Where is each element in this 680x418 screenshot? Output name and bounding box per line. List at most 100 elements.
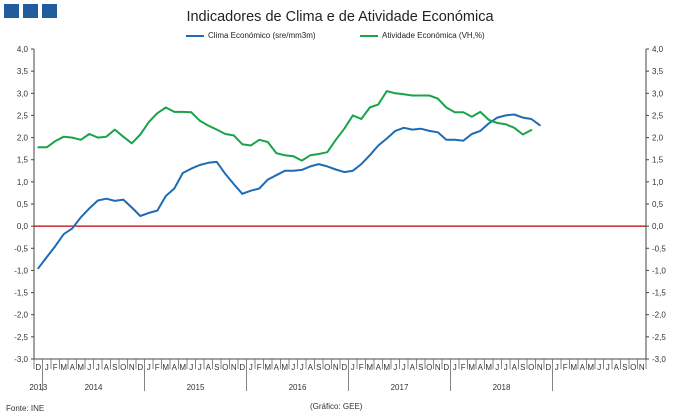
x-month-label: F <box>53 363 58 372</box>
y-tick-label-left: -2,0 <box>14 311 28 320</box>
logo-square-2 <box>23 4 38 18</box>
source-note: Fonte: INE <box>6 404 45 413</box>
x-month-label: A <box>614 363 620 372</box>
legend-label-clima: Clima Económico (sre/mm3m) <box>208 31 316 40</box>
y-tick-label-right: 0,5 <box>652 200 664 209</box>
x-month-label: A <box>206 363 212 372</box>
x-month-label: N <box>129 363 135 372</box>
legend-item-clima: Clima Económico (sre/mm3m) <box>186 31 316 40</box>
x-year-label: 2014 <box>85 383 103 392</box>
x-month-label: N <box>333 363 339 372</box>
y-tick-label-left: -0,5 <box>14 244 28 253</box>
x-year-label: 2017 <box>391 383 409 392</box>
y-tick-label-right: -1,0 <box>652 266 666 275</box>
x-month-label: N <box>537 363 543 372</box>
x-month-label: M <box>179 363 186 372</box>
x-month-label: J <box>402 363 406 372</box>
y-tick-label-right: 2,5 <box>652 111 664 120</box>
x-month-label: M <box>281 363 288 372</box>
x-month-label: A <box>478 363 484 372</box>
x-month-label: J <box>198 363 202 372</box>
x-month-label: S <box>112 363 117 372</box>
y-tick-label-right: 1,0 <box>652 178 664 187</box>
y-tick-label-left: -3,0 <box>14 355 28 364</box>
y-tick-label-right: 1,5 <box>652 156 664 165</box>
x-month-label: N <box>435 363 441 372</box>
x-month-label: S <box>316 363 321 372</box>
x-month-label: N <box>231 363 237 372</box>
series-line-clima <box>37 113 541 270</box>
x-month-label: S <box>622 363 627 372</box>
x-month-label: M <box>60 363 67 372</box>
x-month-label: J <box>606 363 610 372</box>
y-tick-label-left: -2,5 <box>14 333 28 342</box>
x-month-label: A <box>70 363 76 372</box>
x-month-label: A <box>104 363 110 372</box>
x-month-label: A <box>376 363 382 372</box>
x-month-label: J <box>249 363 253 372</box>
x-year-label: 2013 <box>29 383 47 392</box>
y-tick-label-left: 3,0 <box>17 89 29 98</box>
x-month-label: O <box>426 363 432 372</box>
x-month-label: F <box>155 363 160 372</box>
x-month-label: S <box>214 363 219 372</box>
x-month-label: M <box>468 363 475 372</box>
x-month-label: M <box>366 363 373 372</box>
x-month-label: F <box>461 363 466 372</box>
x-month-label: A <box>308 363 314 372</box>
x-month-label: D <box>239 363 245 372</box>
y-tick-label-left: 0,0 <box>17 222 29 231</box>
x-month-label: M <box>485 363 492 372</box>
x-month-label: M <box>383 363 390 372</box>
legend-label-atividade: Atividade Económica (VH,%) <box>382 31 485 40</box>
x-year-label: 2015 <box>187 383 205 392</box>
x-month-label: J <box>147 363 151 372</box>
chart-title: Indicadores de Clima e de Atividade Econ… <box>186 9 494 25</box>
x-month-label: S <box>520 363 525 372</box>
x-month-label: J <box>291 363 295 372</box>
x-month-label: M <box>570 363 577 372</box>
x-month-label: O <box>630 363 636 372</box>
x-month-label: O <box>528 363 534 372</box>
x-month-label: F <box>563 363 568 372</box>
x-month-label: D <box>443 363 449 372</box>
x-month-label: A <box>512 363 518 372</box>
x-month-label: J <box>189 363 193 372</box>
y-tick-label-right: 4,0 <box>652 45 664 54</box>
legend-swatch-clima <box>186 34 204 37</box>
y-tick-label-left: 0,5 <box>17 200 29 209</box>
y-tick-label-left: 1,5 <box>17 156 29 165</box>
x-month-label: F <box>359 363 364 372</box>
x-month-label: N <box>639 363 645 372</box>
x-month-label: J <box>351 363 355 372</box>
x-month-label: J <box>555 363 559 372</box>
x-month-label: F <box>257 363 262 372</box>
legend-swatch-atividade <box>360 34 378 37</box>
y-tick-label-left: -1,0 <box>14 266 28 275</box>
y-tick-label-left: 4,0 <box>17 45 29 54</box>
y-tick-label-right: 0,0 <box>652 222 664 231</box>
x-month-label: M <box>162 363 169 372</box>
x-month-label: A <box>580 363 586 372</box>
y-tick-label-left: 2,5 <box>17 111 29 120</box>
x-month-label: M <box>587 363 594 372</box>
x-month-label: A <box>172 363 178 372</box>
x-month-label: J <box>87 363 91 372</box>
x-month-label: O <box>120 363 126 372</box>
y-tick-label-right: -2,0 <box>652 311 666 320</box>
x-month-label: J <box>495 363 499 372</box>
x-month-label: J <box>96 363 100 372</box>
y-tick-label-right: 2,0 <box>652 134 664 143</box>
x-month-label: D <box>341 363 347 372</box>
y-tick-label-right: 3,0 <box>652 89 664 98</box>
x-month-label: D <box>545 363 551 372</box>
x-month-label: S <box>418 363 423 372</box>
x-month-label: J <box>393 363 397 372</box>
x-month-label: J <box>597 363 601 372</box>
x-month-label: M <box>77 363 84 372</box>
legend-item-atividade: Atividade Económica (VH,%) <box>360 31 485 40</box>
x-year-label: 2016 <box>289 383 307 392</box>
y-tick-label-left: 3,5 <box>17 67 29 76</box>
x-month-label: A <box>410 363 416 372</box>
